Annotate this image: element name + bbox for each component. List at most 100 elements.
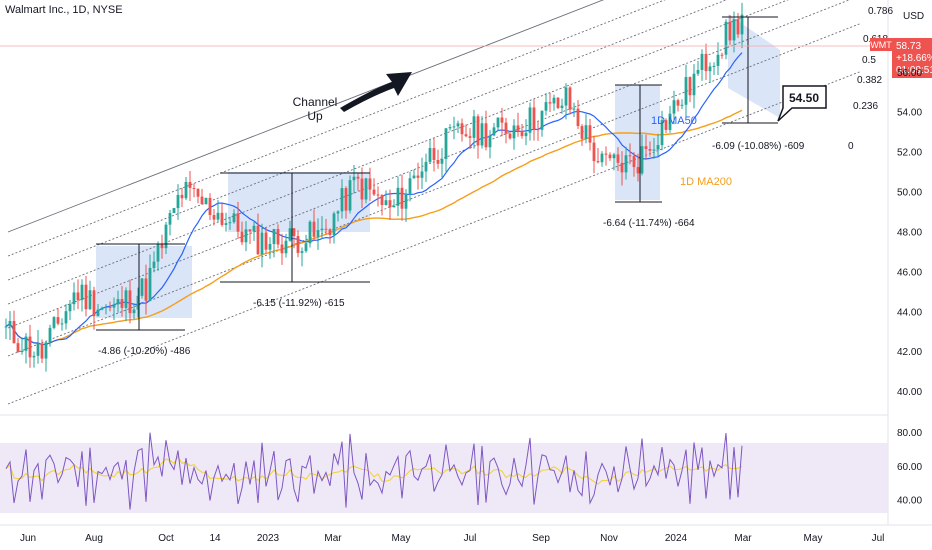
candle-body-9 xyxy=(40,343,44,359)
measurement-tools xyxy=(96,16,778,331)
candle-body-0 xyxy=(4,326,8,328)
time-tick-1: Aug xyxy=(85,533,103,544)
fib-label-05: 0.5 xyxy=(862,55,876,66)
price-axis[interactable]: 56.00 54.00 52.00 50.00 48.00 46.00 44.00 42.00… xyxy=(897,68,922,398)
candle-body-166 xyxy=(668,113,672,130)
time-tick-6: May xyxy=(392,533,411,544)
candle-body-171 xyxy=(688,77,692,96)
candle-body-179 xyxy=(720,54,724,56)
candle-body-85 xyxy=(344,188,348,211)
rsi-tick-2: 40.00 xyxy=(897,496,922,507)
channel-line-4 xyxy=(7,0,728,281)
price-tick-5: 46.00 xyxy=(897,267,922,278)
candle-body-116 xyxy=(468,136,472,138)
price-tag xyxy=(892,38,932,78)
channel-line-0 xyxy=(7,71,861,405)
candle-body-92 xyxy=(372,189,376,195)
fib-label-0786: 0.786 xyxy=(868,6,893,17)
candle-body-84 xyxy=(340,188,344,212)
candle-body-59 xyxy=(240,231,244,243)
candle-body-7 xyxy=(32,355,36,358)
candle-body-173 xyxy=(696,69,700,74)
rsi-tick-0: 80.00 xyxy=(897,428,922,439)
channel-line-6 xyxy=(7,0,605,233)
price-change: +18.66% xyxy=(896,53,932,64)
price-tick-4: 48.00 xyxy=(897,227,922,238)
bar-countdown: 01:09:51 xyxy=(896,65,932,76)
target-callout-box xyxy=(777,85,827,122)
candle-body-73 xyxy=(296,236,300,253)
candle-body-149 xyxy=(600,153,604,163)
channel-label-2: Up xyxy=(307,109,323,123)
candle-body-54 xyxy=(220,212,224,225)
candle-body-43 xyxy=(176,194,180,209)
candle-body-106 xyxy=(428,148,432,162)
candle-body-87 xyxy=(352,176,356,181)
candle-body-25 xyxy=(104,307,108,309)
candle-body-175 xyxy=(704,53,708,72)
candle-body-95 xyxy=(384,200,388,206)
price-tick-3: 50.00 xyxy=(897,188,922,199)
candle-body-52 xyxy=(212,214,216,220)
ma200-line xyxy=(5,109,743,346)
candle-body-49 xyxy=(200,196,204,205)
candle-body-2 xyxy=(12,321,16,344)
time-axis[interactable]: Jun Aug Oct 14 2023 Mar May Jul Sep Nov 2024 Mar May… xyxy=(20,533,884,544)
candle-body-126 xyxy=(508,133,512,139)
candle-body-10 xyxy=(44,342,48,359)
candle-body-146 xyxy=(588,125,592,143)
candle-body-147 xyxy=(592,142,596,162)
candle-body-15 xyxy=(64,311,68,324)
candle-body-117 xyxy=(472,116,476,138)
symbol-title: Walmart Inc., 1D, NYSE xyxy=(5,4,123,16)
candle-body-113 xyxy=(456,123,460,127)
candle-body-17 xyxy=(72,292,76,305)
candle-body-110 xyxy=(444,128,448,159)
rsi-axis[interactable]: 80.00 60.00 40.00 xyxy=(897,428,922,507)
measure-label-2: -6.15 (-11.92%) -615 xyxy=(253,298,345,309)
candle-body-170 xyxy=(684,77,688,105)
candle-body-93 xyxy=(376,194,380,196)
candle-body-28 xyxy=(116,299,120,305)
candle-body-164 xyxy=(660,120,664,146)
candle-body-11 xyxy=(48,327,52,343)
channel-fills xyxy=(96,14,780,318)
ticker-tag xyxy=(870,38,892,51)
candle-body-151 xyxy=(608,154,612,159)
channel-label-1: Channel xyxy=(293,95,338,109)
candle-body-141 xyxy=(568,87,572,110)
fib-label-0236: 0.236 xyxy=(853,101,878,112)
candle-body-50 xyxy=(204,197,208,205)
candle-body-27 xyxy=(112,304,116,308)
candle-body-103 xyxy=(416,175,420,178)
candle-body-91 xyxy=(368,178,372,190)
candle-body-177 xyxy=(712,65,716,67)
candle-body-68 xyxy=(276,229,280,245)
price-tick-1: 54.00 xyxy=(897,108,922,119)
candle-body-79 xyxy=(320,228,324,231)
fill-zone-1 xyxy=(96,246,192,318)
candle-body-107 xyxy=(432,148,436,160)
candle-body-69 xyxy=(280,244,284,254)
time-tick-7: Jul xyxy=(464,533,477,544)
candle-body-94 xyxy=(380,195,384,206)
candle-body-145 xyxy=(584,125,588,139)
candle-body-34 xyxy=(140,278,144,296)
candle-body-18 xyxy=(76,292,80,301)
candle-body-48 xyxy=(196,188,200,197)
candle-body-156 xyxy=(628,155,632,157)
candle-body-22 xyxy=(92,290,96,317)
time-tick-0: Jun xyxy=(20,533,36,544)
candle-body-135 xyxy=(544,102,548,111)
candle-body-67 xyxy=(272,229,276,244)
fib-label-0: 0 xyxy=(848,141,854,152)
candle-body-86 xyxy=(348,180,352,211)
candle-body-45 xyxy=(184,181,188,199)
rsi-signal-line xyxy=(5,455,743,485)
candle-body-55 xyxy=(224,223,228,225)
candle-body-23 xyxy=(96,309,100,317)
candle-body-16 xyxy=(68,304,72,312)
candle-body-142 xyxy=(572,108,576,110)
